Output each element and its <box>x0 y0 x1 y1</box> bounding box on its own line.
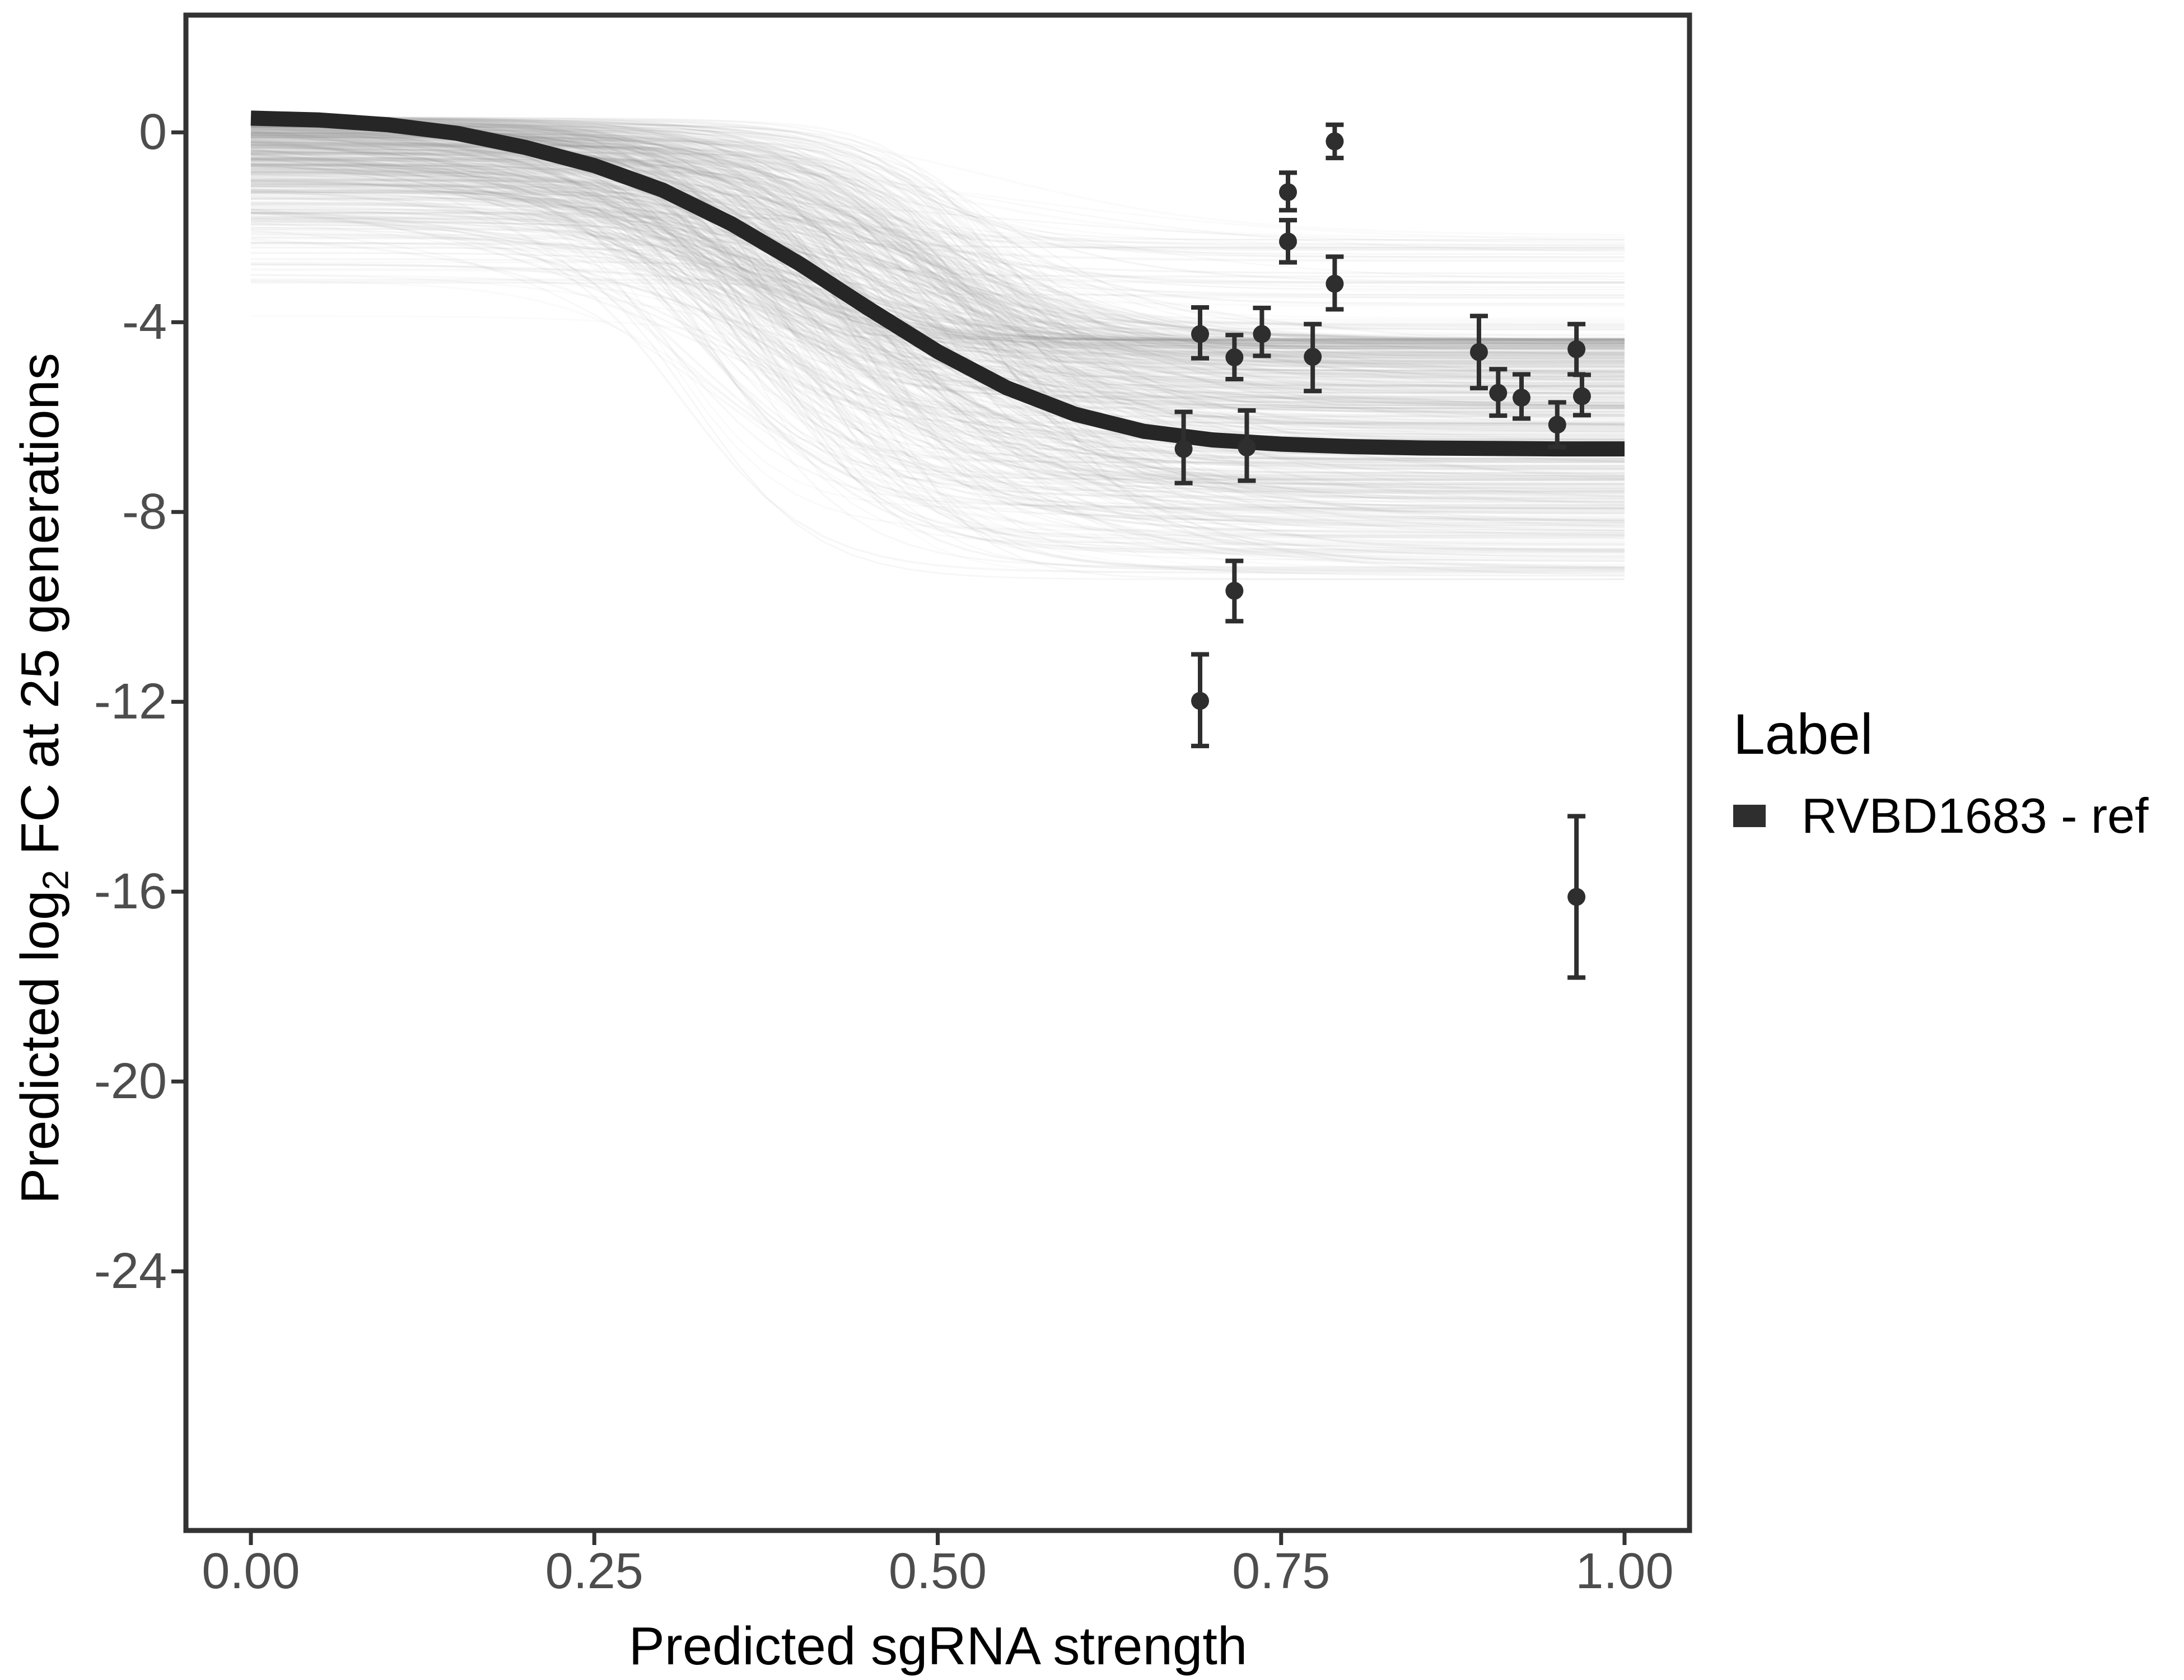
data-point-with-errorbar <box>1469 314 1488 391</box>
x-tick-label: 0.00 <box>202 1543 300 1599</box>
data-point-with-errorbar <box>1238 408 1256 483</box>
legend-title: Label <box>1733 702 1873 766</box>
data-point-with-errorbar <box>1174 409 1193 486</box>
x-tick-label: 0.50 <box>888 1543 987 1599</box>
data-point-with-errorbar <box>1304 321 1322 394</box>
data-point-with-errorbar <box>1191 652 1210 749</box>
y-tick-label: 0 <box>138 104 167 161</box>
y-tick-label: -20 <box>94 1053 167 1110</box>
y-axis-title-post: FC at 25 generations <box>10 353 70 870</box>
y-tick-label: -16 <box>94 864 167 920</box>
mean-curve <box>250 110 1625 457</box>
y-axis-title-pre: Predicted log <box>10 890 70 1204</box>
data-point-with-errorbar <box>1225 558 1244 624</box>
legend-key-swatch <box>1733 805 1766 827</box>
x-axis-title: Predicted sgRNA strength <box>628 1616 1248 1676</box>
data-point-with-errorbar <box>1489 367 1508 418</box>
data-point-with-errorbar <box>1326 122 1344 161</box>
data-point-with-errorbar <box>1253 305 1271 358</box>
data-point-with-errorbar <box>1567 814 1586 980</box>
data-point-with-errorbar <box>1191 305 1210 361</box>
data-point-with-errorbar <box>1513 372 1531 421</box>
x-tick-label: 1.00 <box>1575 1543 1674 1599</box>
axis-ticks <box>171 130 1627 1545</box>
x-tick-label: 0.25 <box>545 1543 643 1599</box>
x-tick-label: 0.75 <box>1232 1543 1331 1599</box>
legend: Label RVBD1683 - ref <box>1733 702 2149 843</box>
y-tick-label: -4 <box>122 294 167 351</box>
data-point-with-errorbar <box>1225 333 1244 382</box>
y-tick-label: -24 <box>94 1243 167 1300</box>
data-point-with-errorbar <box>1279 170 1298 213</box>
y-tick-label: -12 <box>94 674 167 730</box>
legend-item: RVBD1683 - ref <box>1733 788 2149 844</box>
data-point-with-errorbar <box>1326 254 1344 312</box>
legend-item-label: RVBD1683 - ref <box>1802 788 2149 843</box>
y-tick-label: -8 <box>122 484 167 540</box>
data-points <box>1174 122 1591 980</box>
data-point-with-errorbar <box>1279 218 1298 265</box>
data-point-with-errorbar <box>1548 400 1566 450</box>
data-point-with-errorbar <box>1572 372 1591 418</box>
